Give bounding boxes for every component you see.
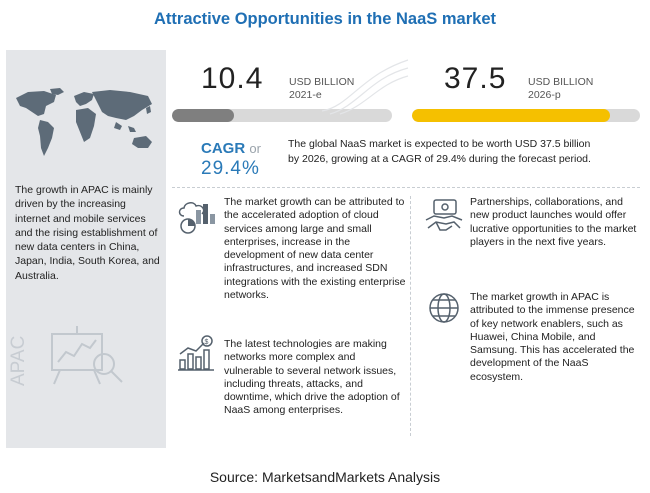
metric-end-bar — [412, 109, 640, 122]
metric-end-bar-fill — [412, 109, 611, 122]
world-map-icon — [16, 88, 152, 156]
svg-text:$: $ — [205, 339, 209, 346]
metric-start-bar-fill — [172, 109, 234, 122]
cloud-analytics-icon — [178, 202, 215, 234]
cagr-label: CAGR or — [201, 140, 261, 157]
apac-region-label: APAC — [8, 336, 29, 386]
metric-end-unit: USD BILLION — [528, 76, 594, 88]
source-caption: Source: MarketsandMarkets Analysis — [209, 469, 441, 485]
metric-start-unit: USD BILLION — [289, 76, 355, 88]
item-partnerships-text: Partnerships, collaborations, and new pr… — [470, 196, 637, 248]
metric-start-year: 2021-e — [289, 89, 322, 101]
page-title: Attractive Opportunities in the NaaS mar… — [154, 10, 496, 28]
item-cloud-text: The market growth can be attributed to t… — [224, 196, 406, 302]
globe-icon — [429, 293, 459, 323]
cagr-description: The global NaaS market is expected to be… — [288, 138, 591, 165]
metric-end-value: 37.5 — [444, 62, 507, 95]
apac-label-text: APAC — [8, 336, 29, 386]
metric-end-year: 2026-p — [528, 89, 561, 101]
apac-growth-text: The growth in APAC is mainly driven by t… — [15, 184, 160, 282]
metric-start-bar — [172, 109, 392, 122]
decorative-swirl — [321, 59, 409, 115]
cagr-or-text: or — [249, 141, 261, 156]
handshake-icon — [425, 199, 463, 231]
divider-top — [172, 187, 640, 188]
metric-start-value: 10.4 — [201, 62, 264, 95]
divider-vertical — [410, 196, 411, 436]
cagr-label-text: CAGR — [201, 140, 246, 157]
growth-chart-icon: $ — [178, 335, 214, 371]
item-apac-enablers-text: The market growth in APAC is attributed … — [470, 291, 635, 383]
item-technologies-text: The latest technologies are making netwo… — [224, 338, 400, 417]
cagr-value: 29.4% — [201, 158, 260, 179]
analytics-board-icon — [51, 326, 123, 385]
